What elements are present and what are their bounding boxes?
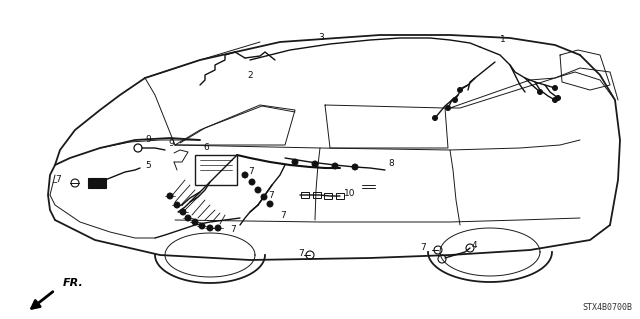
Circle shape [167, 193, 173, 199]
Circle shape [261, 194, 267, 200]
Circle shape [332, 163, 338, 169]
Text: 5: 5 [145, 161, 151, 170]
Circle shape [242, 172, 248, 178]
Circle shape [249, 179, 255, 185]
Text: 6: 6 [203, 144, 209, 152]
Circle shape [458, 87, 463, 93]
Bar [88, 178, 106, 188]
Circle shape [552, 85, 557, 91]
Text: 7: 7 [298, 249, 304, 257]
Text: STX4B0700B: STX4B0700B [582, 303, 632, 312]
Circle shape [292, 159, 298, 165]
Circle shape [174, 202, 180, 208]
Text: ─: ─ [52, 180, 56, 186]
Circle shape [452, 98, 458, 102]
Text: 9: 9 [145, 136, 151, 145]
Text: 4: 4 [472, 241, 477, 250]
Text: 7: 7 [230, 226, 236, 234]
Bar [336, 193, 344, 199]
Bar [324, 193, 332, 199]
Text: 7: 7 [280, 211, 285, 219]
Circle shape [199, 223, 205, 229]
Text: 7: 7 [55, 175, 61, 184]
Bar [313, 192, 321, 198]
Text: 7: 7 [268, 190, 274, 199]
Text: 2: 2 [247, 70, 253, 79]
Circle shape [185, 215, 191, 221]
Circle shape [433, 115, 438, 121]
Circle shape [538, 90, 543, 94]
Circle shape [552, 98, 557, 102]
Text: 8: 8 [388, 159, 394, 167]
Text: 10: 10 [344, 189, 355, 197]
Circle shape [207, 225, 213, 231]
Circle shape [192, 219, 198, 225]
Circle shape [215, 225, 221, 231]
Circle shape [180, 209, 186, 215]
Text: 7: 7 [420, 243, 426, 253]
Circle shape [312, 161, 318, 167]
Text: 3: 3 [318, 33, 324, 41]
Text: 1: 1 [500, 35, 506, 44]
Text: 7: 7 [248, 167, 253, 176]
Circle shape [267, 201, 273, 207]
Circle shape [445, 106, 451, 110]
Bar [195, 155, 237, 185]
Circle shape [352, 164, 358, 170]
Circle shape [556, 95, 561, 100]
Bar [301, 192, 309, 198]
Circle shape [255, 187, 261, 193]
Text: FR.: FR. [63, 278, 84, 288]
Text: 9: 9 [168, 138, 173, 147]
